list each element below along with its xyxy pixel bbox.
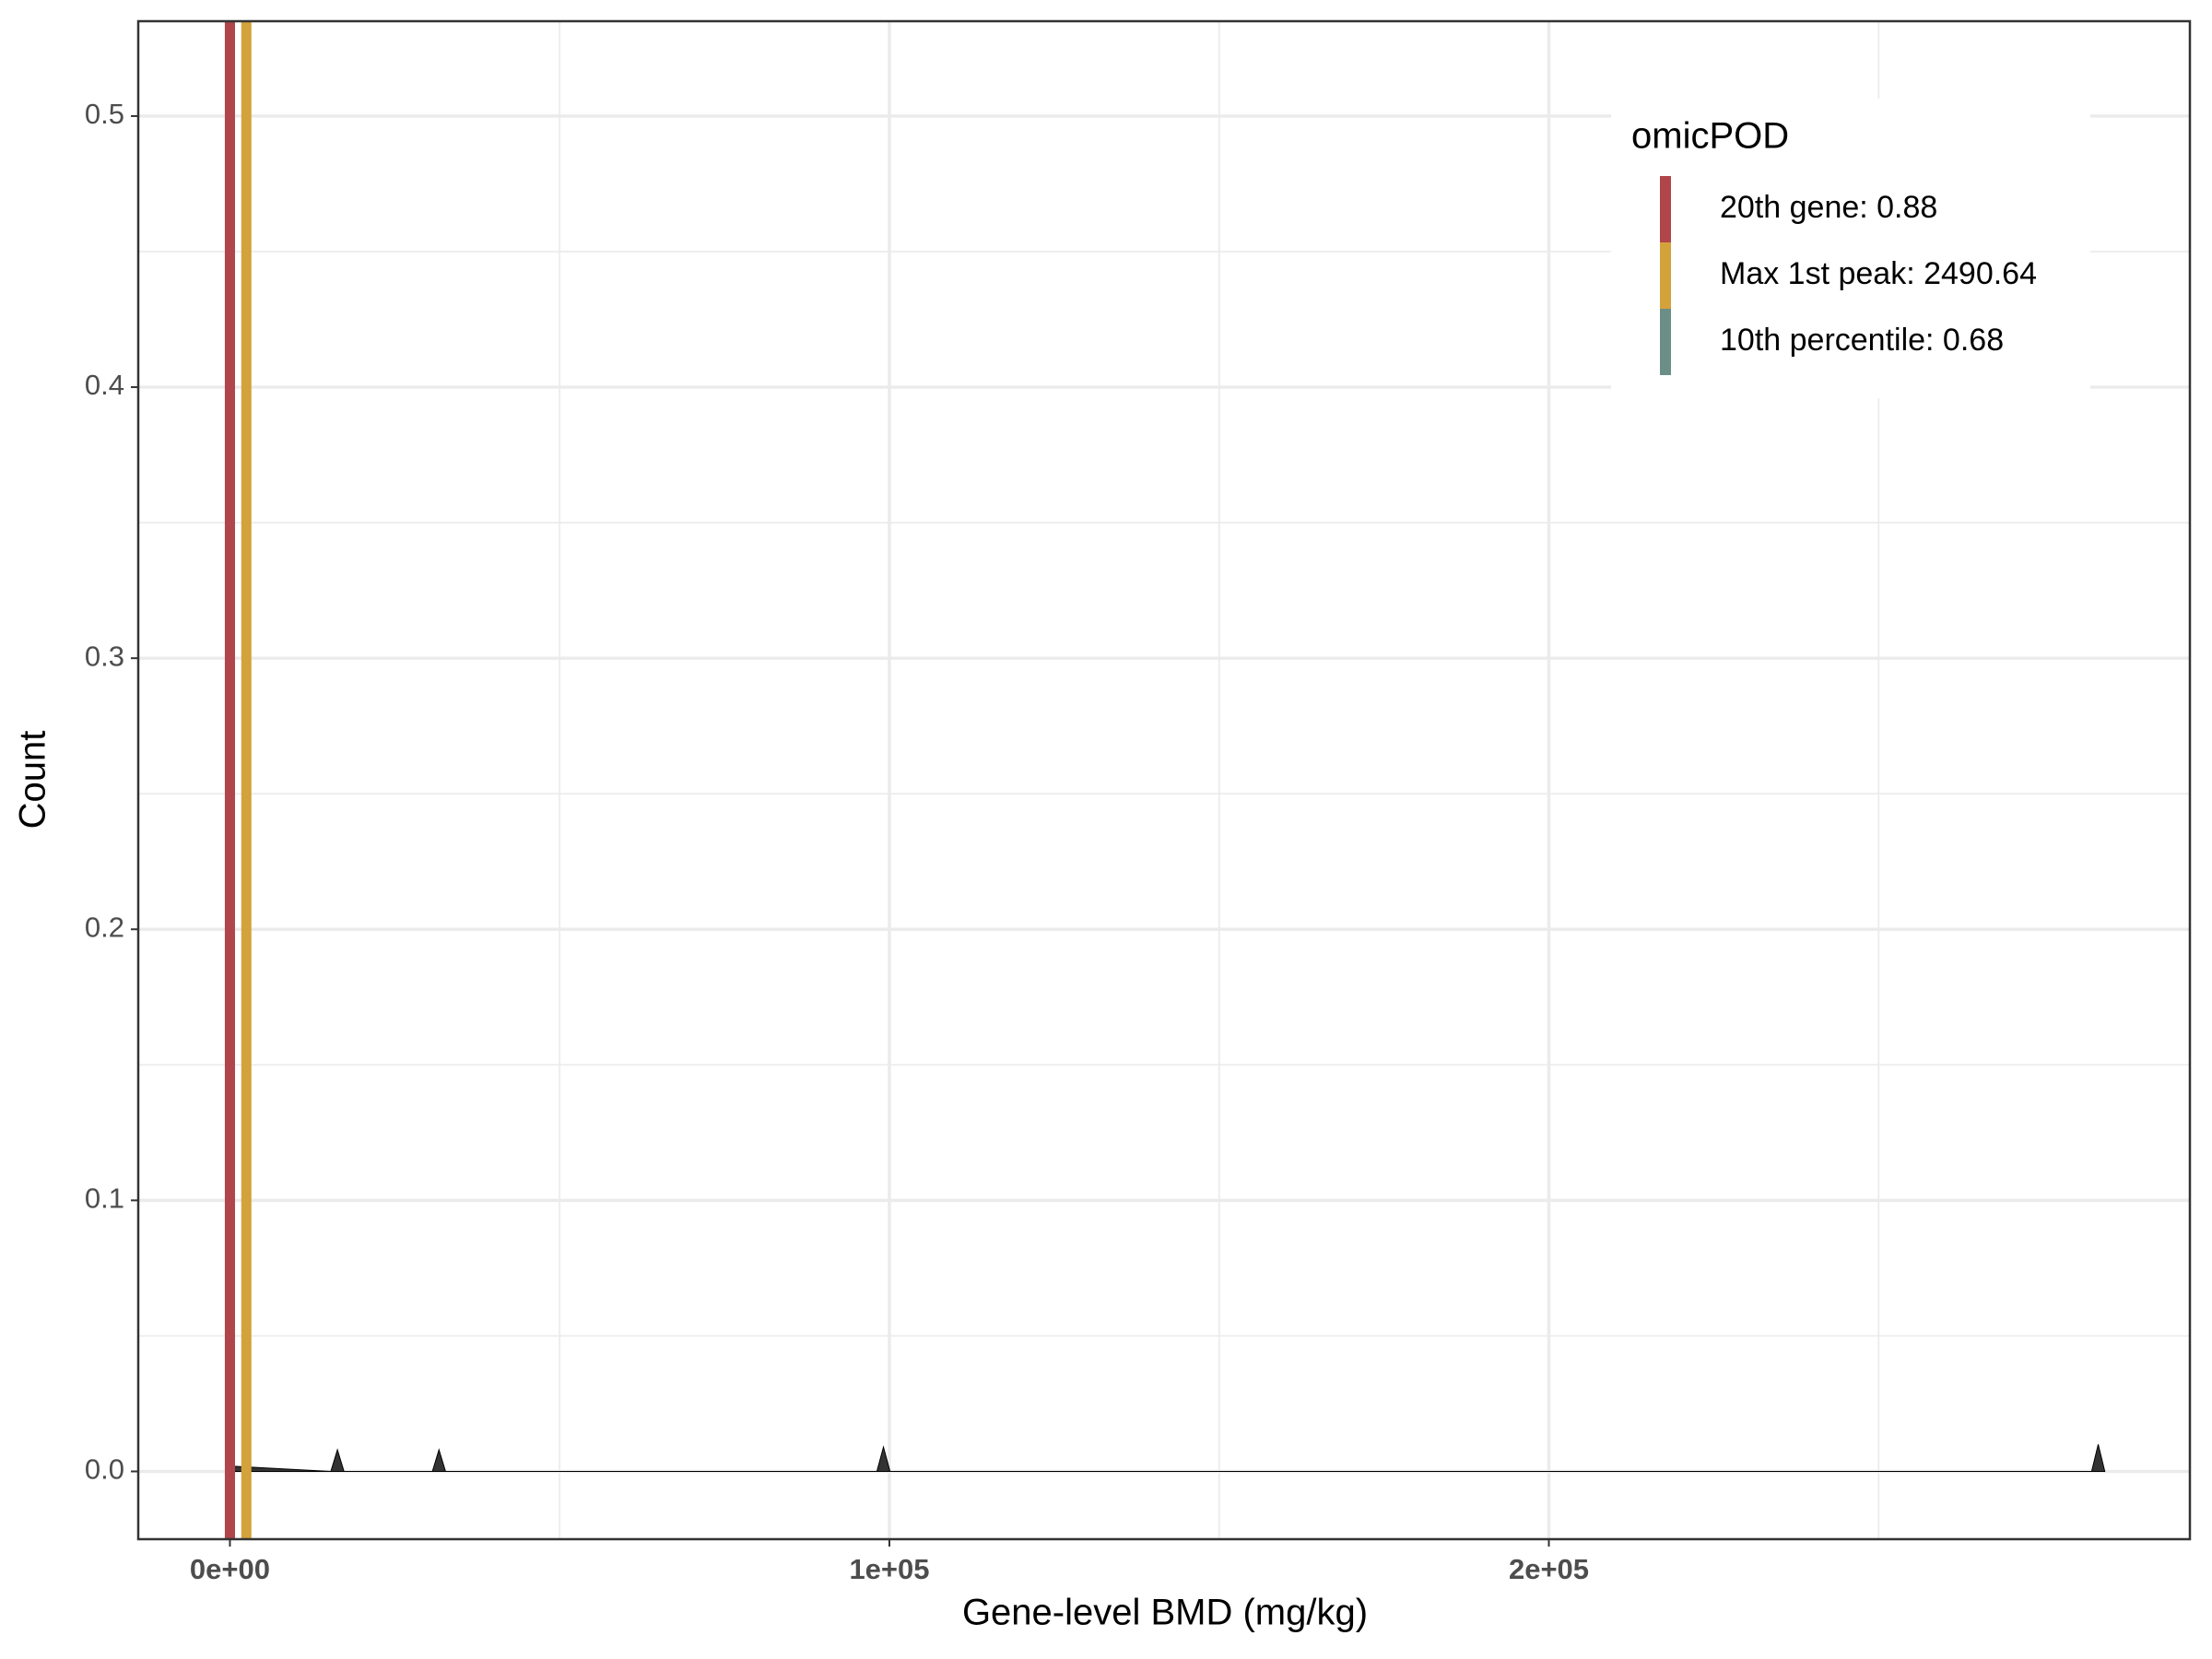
- legend-box: [1611, 99, 2090, 398]
- x-tick-label: 1e+05: [849, 1553, 929, 1585]
- x-axis-label: Gene-level BMD (mg/kg): [962, 1593, 1368, 1633]
- legend-label: 10th percentile: 0.68: [1720, 323, 2004, 358]
- marks: [224, 21, 2106, 1539]
- y-tick-label: 0.4: [85, 369, 124, 401]
- legend-key: [1660, 242, 1671, 309]
- legend-title: omicPOD: [1631, 116, 1789, 157]
- legend-label: 20th gene: 0.88: [1720, 190, 1937, 225]
- panel-border: [136, 19, 2192, 1541]
- y-tick-label: 0.3: [85, 640, 124, 672]
- density-area: [229, 1443, 2106, 1472]
- axes: 0e+00 1e+05 2e+05 0.0 0.1 0.2 0.3 0.4 0.5: [85, 98, 1589, 1585]
- y-tick-label: 0.2: [85, 911, 124, 943]
- x-tick-label: 2e+05: [1509, 1553, 1589, 1585]
- y-tick-label: 0.1: [85, 1182, 124, 1215]
- legend-key: [1660, 309, 1671, 375]
- x-tick-label: 0e+00: [190, 1553, 270, 1585]
- legend: omicPOD 20th gene: 0.88 Max 1st peak: 249…: [1611, 99, 2090, 398]
- legend-label: Max 1st peak: 2490.64: [1720, 256, 2037, 291]
- y-tick-label: 0.5: [85, 98, 124, 130]
- y-axis-label: Count: [13, 731, 53, 830]
- legend-key: [1660, 176, 1671, 242]
- y-tick-label: 0.0: [85, 1453, 124, 1486]
